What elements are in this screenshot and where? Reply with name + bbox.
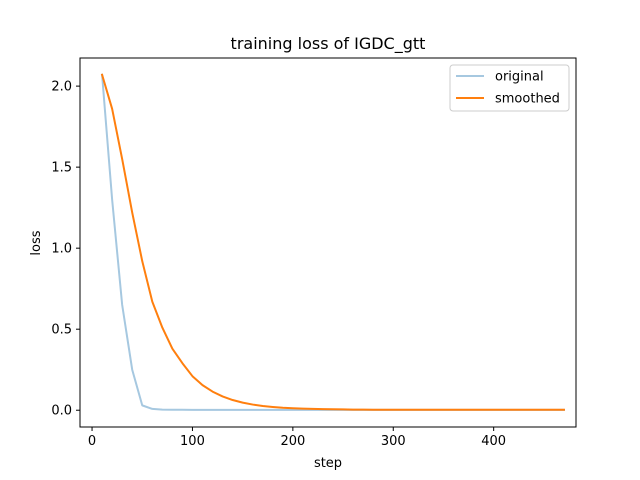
y-axis: 0.0 0.5 1.0 1.5 2.0: [51, 80, 80, 419]
x-tick-label: 0: [88, 434, 96, 449]
legend-label-smoothed: smoothed: [495, 92, 560, 107]
legend: original smoothed: [449, 64, 570, 112]
x-tick-label: 400: [481, 434, 506, 449]
series-line-smoothed: [100, 73, 565, 411]
plot-frame: [79, 57, 577, 428]
series-layer: [100, 73, 565, 411]
legend-label-original: original: [495, 70, 544, 85]
x-tick-label: 100: [180, 434, 205, 449]
y-tick-label: 1.0: [51, 242, 72, 257]
y-tick-label: 0.0: [51, 404, 72, 419]
x-tick-label: 300: [381, 434, 406, 449]
y-tick-label: 2.0: [51, 80, 72, 95]
x-axis-label: step: [314, 456, 342, 471]
y-tick-label: 1.5: [51, 161, 72, 176]
y-axis-label: loss: [29, 230, 44, 255]
x-tick-label: 200: [280, 434, 305, 449]
chart-title: training loss of IGDC_gtt: [231, 34, 426, 54]
y-tick-label: 0.5: [51, 323, 72, 338]
x-axis: 0 100 200 300 400: [88, 427, 506, 449]
